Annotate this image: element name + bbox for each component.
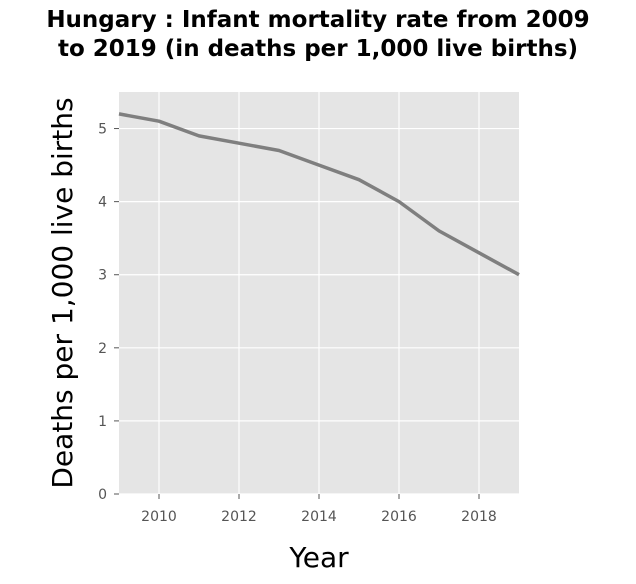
- y-tick-label: 4: [98, 195, 107, 211]
- x-tick-label: 2016: [381, 509, 417, 525]
- x-tick-label: 2014: [301, 509, 337, 525]
- y-axis-label: Deaths per 1,000 live births: [46, 97, 79, 488]
- x-axis-ticks: 2010 2012 2014 2016 2018: [141, 494, 497, 525]
- x-tick-label: 2018: [461, 509, 497, 525]
- chart-title-line-2: to 2019 (in deaths per 1,000 live births…: [57, 36, 579, 62]
- chart-title: Hungary : Infant mortality rate from 200…: [0, 6, 636, 64]
- chart-title-line-1: Hungary : Infant mortality rate from 200…: [46, 7, 590, 33]
- y-tick-label: 0: [98, 487, 107, 503]
- y-tick-label: 5: [98, 122, 107, 138]
- x-axis-label: Year: [288, 541, 349, 574]
- grid-lines: [119, 92, 519, 495]
- y-tick-label: 3: [98, 268, 107, 284]
- series-line: [118, 112, 520, 277]
- x-tick-label: 2012: [221, 509, 257, 525]
- y-tick-label: 1: [98, 414, 107, 430]
- y-axis-ticks: 0 1 2 3 4 5: [98, 122, 119, 503]
- x-tick-label: 2010: [141, 509, 177, 525]
- y-tick-label: 2: [98, 341, 107, 357]
